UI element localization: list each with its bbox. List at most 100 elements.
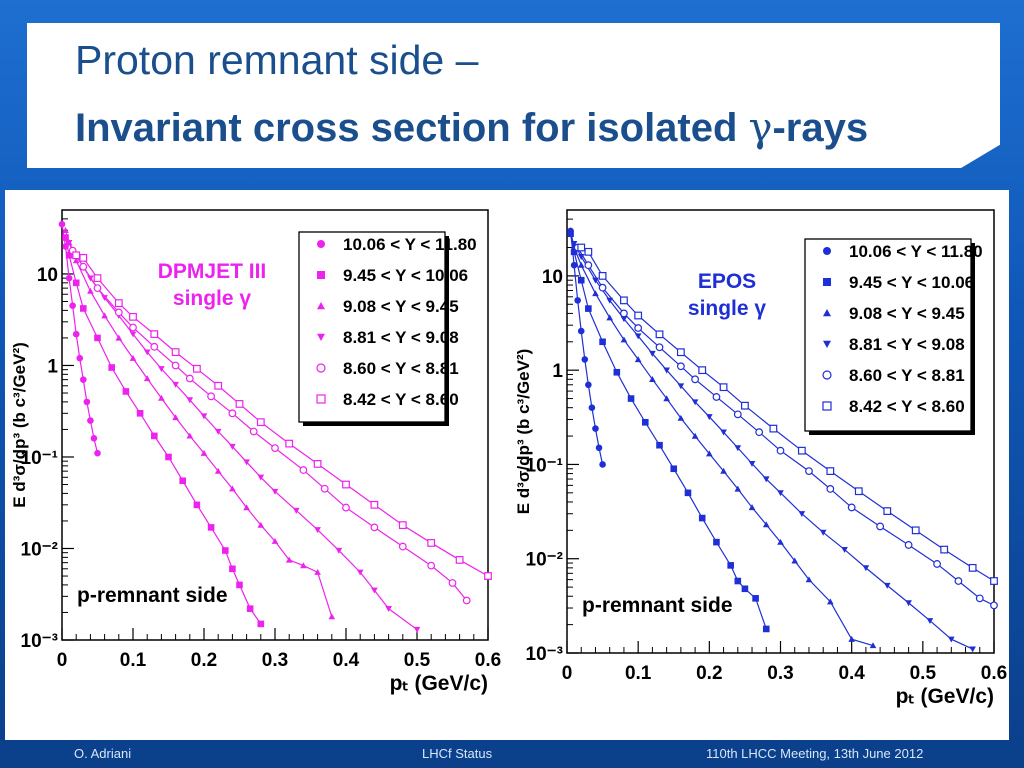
y-tick-label: 10⁻² — [21, 539, 59, 560]
content-panel: 10⁻³ 10⁻² 10⁻¹ 1 10 0 0.1 0.2 0.3 0.4 0.5 0.6 E d³σ/… — [5, 190, 1009, 740]
y-axis-label: E d³σ/dp³ (b c³/GeV²) — [514, 349, 533, 515]
model-label: DPMJET III — [158, 260, 267, 283]
data-point — [585, 305, 592, 312]
data-point — [762, 476, 770, 483]
legend-marker — [822, 370, 832, 380]
data-point — [285, 439, 294, 448]
data-point — [883, 582, 891, 589]
title-line2-suffix: -rays — [772, 106, 869, 150]
data-point — [570, 240, 578, 247]
data-point — [101, 312, 108, 319]
data-point — [62, 234, 69, 241]
data-point — [129, 331, 137, 338]
data-point — [87, 287, 94, 294]
data-point — [79, 262, 88, 271]
data-point — [663, 395, 670, 402]
data-point — [427, 539, 436, 547]
data-point — [876, 522, 885, 531]
legend-marker — [822, 401, 832, 411]
data-point — [214, 428, 222, 435]
data-point — [620, 316, 628, 323]
data-point — [691, 375, 700, 384]
data-point — [826, 467, 835, 476]
data-point — [755, 428, 764, 437]
y-axis-label: E d³σ/dp³ (b c³/GeV²) — [10, 342, 29, 508]
x-tick-label: 0.5 — [910, 663, 937, 684]
data-point — [734, 577, 742, 585]
data-point — [577, 261, 585, 268]
data-point — [200, 413, 208, 420]
annotation-label: p-remnant side — [77, 584, 228, 607]
data-point — [65, 251, 73, 259]
data-point — [115, 334, 123, 341]
x-tick-label: 0.3 — [767, 663, 793, 684]
y-tick-label: 1 — [552, 361, 563, 382]
data-point — [698, 514, 706, 522]
data-point — [222, 547, 229, 554]
data-point — [606, 297, 613, 304]
data-point — [101, 295, 108, 302]
legend-entry: 8.42 < Y < 8.60 — [849, 397, 965, 416]
data-point — [90, 435, 98, 442]
data-point — [911, 526, 920, 535]
data-point — [122, 388, 130, 395]
data-point — [236, 581, 243, 589]
chart-epos: 10⁻³ 10⁻² 10⁻¹ 1 10 0 0.1 0.2 0.3 0.4 0.5 0.6 E d³σ/… — [514, 209, 1007, 708]
data-point — [129, 354, 137, 361]
data-point — [663, 367, 670, 374]
data-point — [869, 642, 877, 649]
data-point — [719, 383, 728, 392]
legend-marker — [317, 240, 325, 248]
x-tick-label: 0.2 — [191, 650, 217, 671]
data-point — [186, 397, 194, 404]
data-point — [300, 562, 307, 569]
data-point — [76, 354, 84, 362]
x-tick-label: 0.6 — [475, 650, 501, 671]
data-point — [249, 427, 258, 436]
x-tick-label: 0 — [57, 650, 68, 671]
data-point — [235, 400, 244, 408]
data-point — [926, 618, 934, 625]
series-4 — [65, 239, 421, 633]
data-point — [455, 556, 464, 564]
data-point — [968, 563, 977, 572]
data-point — [676, 348, 685, 357]
legend-entry: 8.60 < Y < 8.81 — [343, 359, 459, 378]
x-tick-label: 0.5 — [404, 650, 431, 671]
legend-marker — [317, 302, 325, 310]
y-tick-label: 10⁻³ — [526, 644, 564, 665]
data-point — [136, 410, 144, 417]
data-point — [691, 432, 699, 439]
series-line — [569, 230, 604, 465]
data-point — [398, 542, 407, 551]
data-point — [588, 404, 596, 411]
data-point — [676, 362, 685, 371]
data-point — [150, 342, 159, 351]
data-point — [904, 541, 913, 549]
data-point — [905, 600, 912, 607]
data-point — [243, 504, 250, 511]
data-point — [271, 444, 279, 453]
title-box: Proton remnant side – Invariant cross se… — [27, 23, 1000, 168]
data-point — [592, 290, 599, 297]
data-point — [271, 537, 279, 544]
data-point — [592, 425, 599, 432]
data-point — [385, 606, 392, 612]
model-label: EPOS — [698, 270, 756, 293]
data-point — [462, 596, 471, 605]
data-point — [72, 257, 80, 264]
data-point — [93, 284, 102, 293]
data-point — [370, 523, 379, 532]
x-tick-label: 0.3 — [262, 650, 288, 671]
legend-box — [804, 238, 972, 432]
x-tick-label: 0 — [562, 663, 573, 684]
data-point — [706, 450, 713, 457]
series-2 — [567, 230, 770, 633]
data-point — [398, 521, 407, 530]
data-point — [733, 410, 742, 419]
data-point — [285, 556, 293, 563]
data-point — [684, 489, 692, 497]
data-point — [574, 297, 581, 304]
y-tick-label: 10⁻¹ — [526, 455, 564, 476]
chart-dpmjet: 10⁻³ 10⁻² 10⁻¹ 1 10 0 0.1 0.2 0.3 0.4 0.5 0.6 E d³σ/… — [10, 209, 501, 695]
